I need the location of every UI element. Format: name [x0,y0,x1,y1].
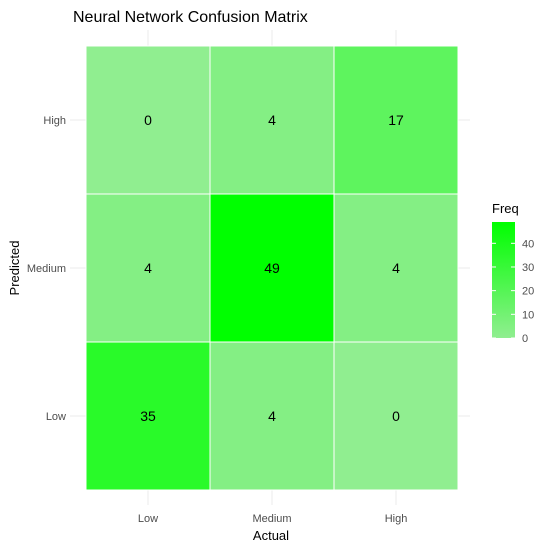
y-tick-label: Medium [27,263,66,275]
x-axis-title: Actual [253,528,289,543]
heatmap-cell [85,341,211,491]
legend-tick-label: 40 [522,238,534,250]
y-axis-tick-labels: Low Medium High [27,115,66,423]
cell-value-label: 4 [268,408,276,424]
x-tick-label: High [385,513,408,525]
y-axis-title: Predicted [7,241,22,296]
cell-value-label: 4 [392,260,400,276]
y-tick-label: High [43,115,66,127]
heatmap-cell [85,45,211,195]
heatmap-cell [333,45,459,195]
cell-value-labels: 35 4 0 4 49 4 0 4 17 [140,112,404,424]
heatmap-cells [85,45,459,491]
heatmap-cell [209,45,335,195]
cell-value-label: 49 [264,260,280,276]
x-tick-label: Low [138,513,158,525]
heatmap-cell [333,193,459,343]
chart-title: Neural Network Confusion Matrix [73,9,308,26]
legend-colorbar [492,222,515,338]
cell-value-label: 17 [388,112,404,128]
y-tick-label: Low [46,411,66,423]
legend-tick-label: 10 [522,309,534,321]
cell-value-label: 4 [144,260,152,276]
cell-value-label: 0 [392,408,400,424]
x-tick-label: Medium [252,513,291,525]
legend: Freq 0 10 20 30 40 [492,201,534,345]
legend-tick-label: 20 [522,286,534,298]
heatmap-cell [209,193,335,343]
heatmap-cell [333,341,459,491]
cell-value-label: 4 [268,112,276,128]
legend-title: Freq [492,201,519,216]
legend-tick-label: 0 [522,333,528,345]
x-axis-tick-labels: Low Medium High [138,513,407,525]
legend-tick-label: 30 [522,262,534,274]
cell-value-label: 35 [140,408,156,424]
cell-value-label: 0 [144,112,152,128]
legend-ticks: 0 10 20 30 40 [492,238,534,345]
